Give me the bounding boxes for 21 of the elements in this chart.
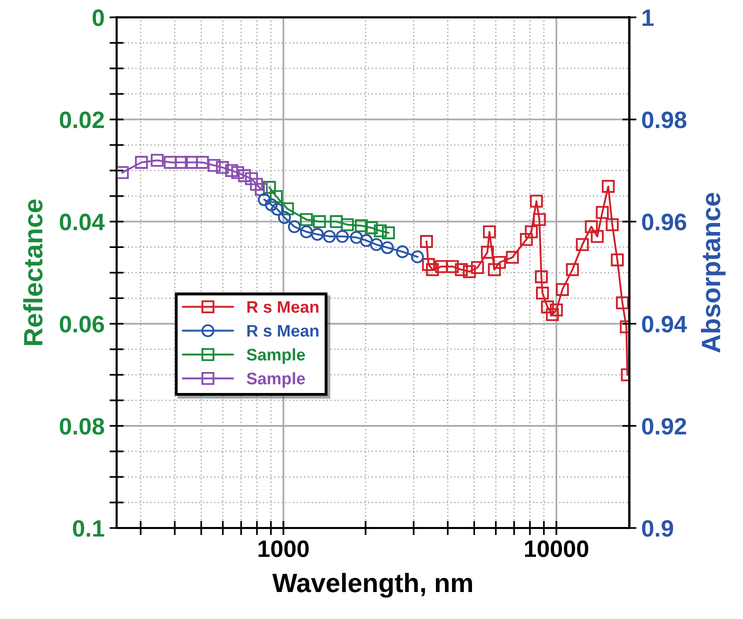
y2-tick-label: 0.96 <box>642 214 686 230</box>
y2-tick-label: 0.9 <box>642 520 674 537</box>
x-axis-title: Wavelength, nm <box>272 572 472 598</box>
y-tick-label: 0 <box>92 9 104 26</box>
y2-axis-title: Absorptance <box>700 192 726 353</box>
y-tick-label: 0.04 <box>60 214 105 230</box>
y-tick-label: 0.06 <box>60 316 104 333</box>
x-tick-label: 1000 <box>258 540 309 558</box>
legend-label: R s Mean <box>247 301 318 313</box>
legend-label: Sample <box>246 348 305 364</box>
legend-label: R s Mean <box>247 325 318 337</box>
x-tick-label: 10000 <box>525 540 588 558</box>
y-tick-label: 0.08 <box>60 418 104 435</box>
y2-tick-label: 1 <box>642 10 654 26</box>
y-tick-label: 0.1 <box>72 520 104 537</box>
y-tick-label: 0.02 <box>60 112 104 128</box>
y-axis-title: Reflectance <box>23 199 43 345</box>
y2-tick-label: 0.94 <box>642 316 687 333</box>
legend-label: Sample <box>246 372 305 388</box>
y2-tick-label: 0.98 <box>642 112 686 128</box>
y2-tick-label: 0.92 <box>642 418 686 435</box>
